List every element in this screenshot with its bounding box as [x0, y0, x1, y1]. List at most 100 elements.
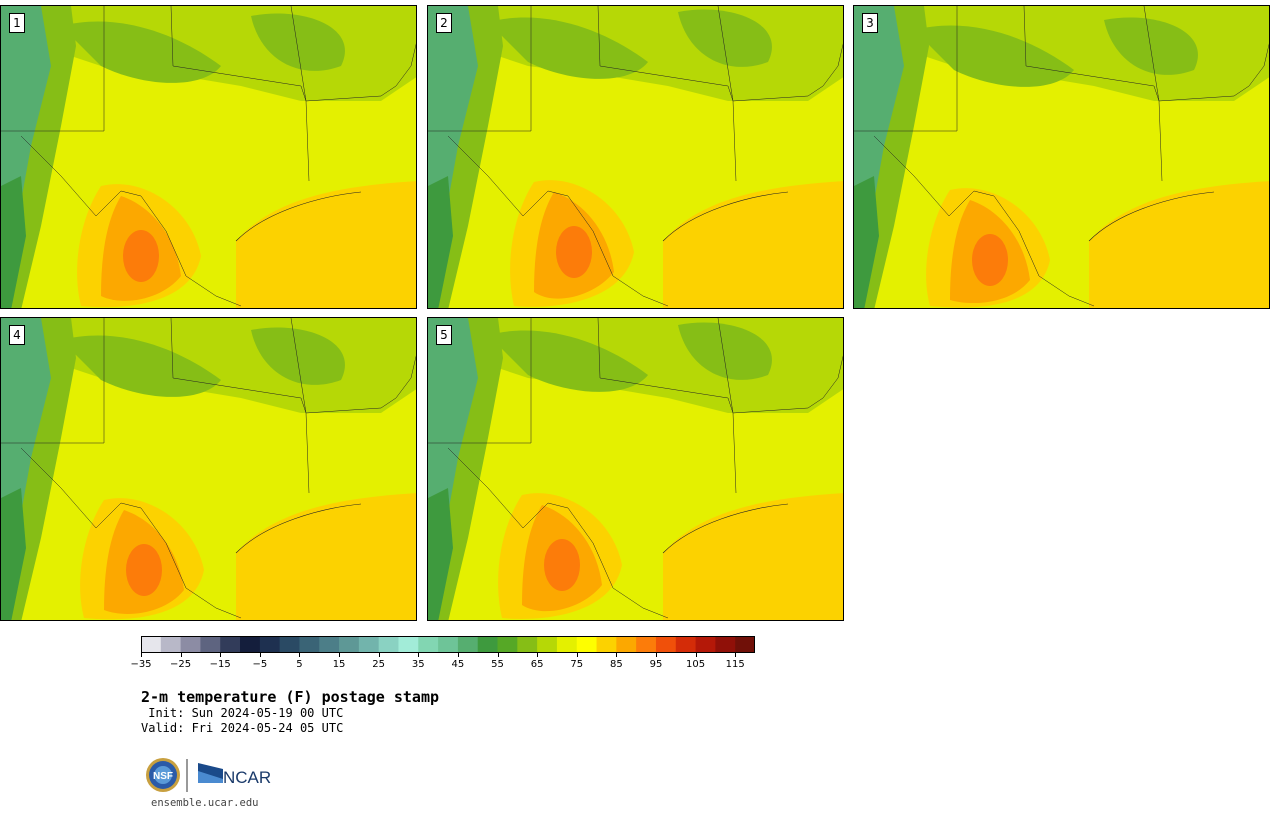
cool-region — [61, 21, 221, 83]
colorbar-swatch — [398, 636, 419, 653]
cool-region — [251, 13, 345, 71]
colorbar-swatch — [457, 636, 479, 653]
state-border — [170, 6, 416, 102]
colorbar-swatch — [180, 636, 201, 653]
colorbar-swatch — [200, 636, 221, 653]
colorbar-tick-label: −25 — [170, 659, 192, 670]
colorbar-tick-label: 35 — [411, 659, 425, 670]
temperature-map — [854, 6, 1269, 308]
temperature-map — [428, 318, 843, 620]
coastline — [235, 191, 362, 242]
mountain-region — [1, 176, 26, 308]
state-border — [290, 318, 310, 494]
colorbar-swatch — [675, 636, 697, 653]
colorbar-swatch — [240, 636, 261, 653]
colorbar-tick — [418, 653, 420, 657]
map-panel-1: 1 — [0, 5, 417, 309]
map-panel-3: 3 — [853, 5, 1270, 309]
init-time: Init: Sun 2024-05-19 00 UTC — [141, 706, 344, 720]
mountain-region — [428, 488, 453, 620]
panel-number: 3 — [862, 13, 878, 33]
colorbar-swatch — [497, 636, 518, 653]
colorbar-tick — [735, 653, 737, 657]
cool-region — [61, 335, 221, 397]
colorbar-tick — [537, 653, 539, 657]
cool-region — [678, 9, 772, 67]
colorbar-swatch — [477, 636, 499, 653]
colorbar-swatch — [259, 636, 281, 653]
colorbar-tick — [378, 653, 380, 657]
ncar-logo-icon: NCAR — [198, 763, 271, 787]
hottest-region — [556, 226, 592, 278]
colorbar-tick-label: −15 — [209, 659, 231, 670]
nsf-ncar-logos: NSF NCAR — [146, 758, 271, 792]
mountain-region — [854, 176, 879, 308]
plot-title: 2-m temperature (F) postage stamp — [141, 688, 440, 706]
hottest-region — [123, 230, 159, 282]
country-border — [873, 135, 1095, 307]
colorbar-swatch — [695, 636, 716, 653]
state-border — [1023, 6, 1269, 102]
state-border — [1, 318, 105, 444]
colorbar-tick-label: 5 — [296, 659, 303, 670]
gulf-region — [1089, 181, 1269, 308]
colorbar-tick — [695, 653, 697, 657]
colorbar-swatch — [537, 636, 558, 653]
colorbar-swatch — [299, 636, 320, 653]
coastline — [662, 503, 789, 554]
colorbar-tick-label: 55 — [491, 659, 504, 670]
colorbar-swatch — [596, 636, 617, 653]
state-border — [428, 6, 532, 132]
panel-number: 1 — [9, 13, 25, 33]
state-border — [170, 318, 416, 414]
hottest-region — [972, 234, 1008, 286]
map-panel-2: 2 — [427, 5, 844, 309]
gulf-region — [236, 181, 416, 308]
state-border — [717, 318, 737, 494]
colorbar-tick — [259, 653, 261, 657]
colorbar-swatch — [358, 636, 380, 653]
colorbar-swatch — [339, 636, 360, 653]
colorbar-tick-label: 115 — [725, 659, 745, 670]
colorbar-tick-label: 95 — [649, 659, 663, 670]
colorbar-swatch — [517, 636, 538, 653]
colorbar-ticks: −35 −25 −15 −5 5 15 25 35 45 55 65 75 85 95 105 115 — [130, 653, 755, 673]
colorbar-tick — [299, 653, 301, 657]
coastline — [235, 503, 362, 554]
cool-region — [488, 330, 648, 392]
mountain-region — [428, 176, 453, 308]
temperature-map — [1, 318, 416, 620]
mountain-region — [1, 488, 26, 620]
ncar-logo-text: NCAR — [223, 768, 271, 787]
map-panel-5: 5 — [427, 317, 844, 621]
colorbar-tick — [220, 653, 222, 657]
colorbar-tick-label: 105 — [686, 659, 706, 670]
country-border — [447, 135, 669, 307]
colorbar-tick — [616, 653, 618, 657]
colorbar-tick-label: 65 — [530, 659, 544, 670]
colorbar-swatch — [715, 636, 736, 653]
site-url: ensemble.ucar.edu — [151, 797, 259, 809]
colorbar-swatch — [576, 636, 598, 653]
colorbar-tick — [141, 653, 142, 657]
colorbar-swatch — [160, 636, 182, 653]
colorbar-swatch — [220, 636, 241, 653]
state-border — [597, 318, 843, 414]
cool-region — [488, 17, 648, 79]
hottest-region — [544, 539, 580, 591]
state-border — [854, 6, 958, 132]
colorbar-tick-label: −35 — [130, 659, 152, 670]
temperature-map — [428, 6, 843, 308]
colorbar-swatch — [735, 636, 755, 653]
map-panel-4: 4 — [0, 317, 417, 621]
coastline — [1088, 191, 1215, 242]
valid-time: Valid: Fri 2024-05-24 05 UTC — [141, 721, 344, 735]
temperature-map — [1, 6, 416, 308]
gulf-region — [236, 493, 416, 620]
country-border — [447, 447, 669, 619]
colorbar-swatch — [655, 636, 677, 653]
colorbar-swatch — [418, 636, 439, 653]
panel-number: 4 — [9, 325, 25, 345]
colorbar-swatch — [636, 636, 657, 653]
colorbar-tick-label: 85 — [609, 659, 623, 670]
